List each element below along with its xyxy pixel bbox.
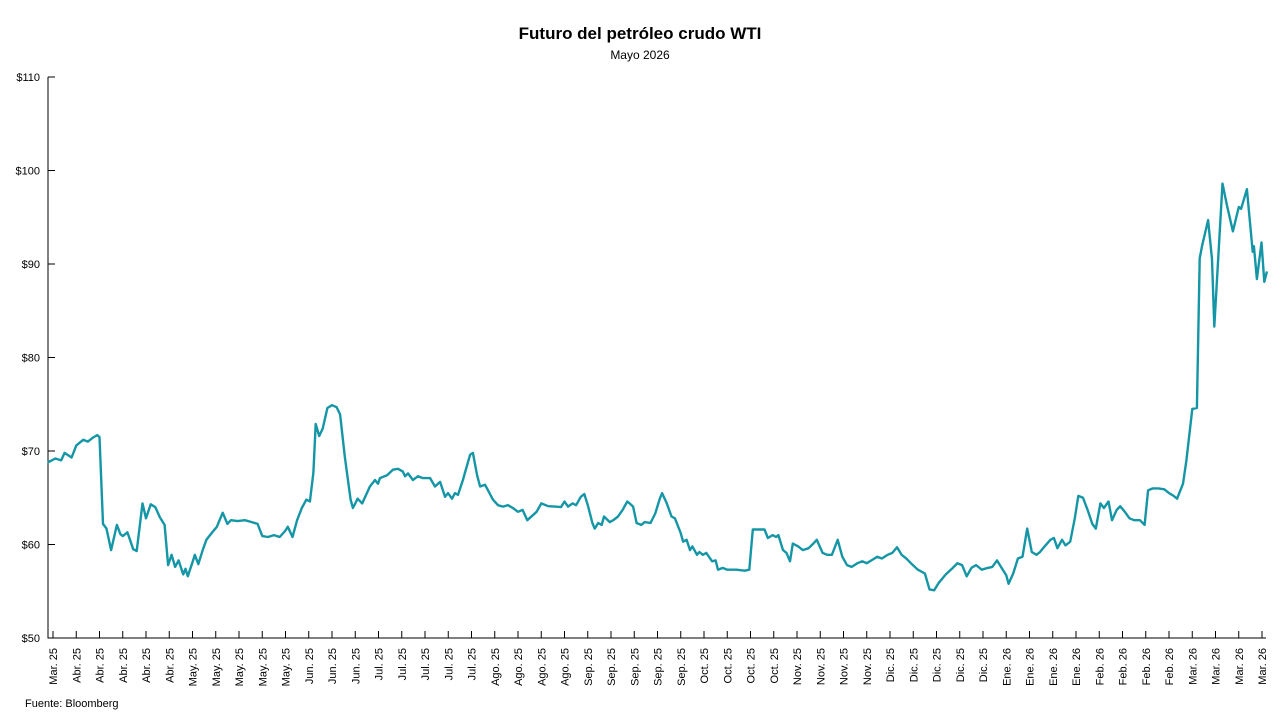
x-tick-label: Mar. 26 (1211, 648, 1223, 685)
x-tick-label: Jul. 25 (397, 648, 409, 680)
x-tick-label: Mar. 26 (1234, 648, 1246, 685)
x-tick-label: Ene. 26 (1048, 648, 1060, 686)
x-tick-label: Sep. 25 (583, 648, 595, 686)
x-tick-label: Jun. 25 (350, 648, 362, 684)
x-tick-label: May. 25 (234, 648, 246, 686)
x-tick-label: Feb. 26 (1141, 648, 1153, 685)
x-tick-label: Dic. 25 (908, 648, 920, 682)
x-tick-label: Oct. 25 (746, 648, 758, 683)
x-tick-label: Sep. 25 (629, 648, 641, 686)
x-tick-label: Ene. 26 (1025, 648, 1037, 686)
x-tick-label: Mar. 26 (1257, 648, 1269, 685)
x-tick-label: May. 25 (281, 648, 293, 686)
x-tick-label: Ene. 26 (1071, 648, 1083, 686)
y-tick-label: $110 (16, 72, 40, 84)
x-tick-label: Oct. 25 (769, 648, 781, 683)
x-tick-label: Ene. 26 (1001, 648, 1013, 686)
x-tick-label: Sep. 25 (653, 648, 665, 686)
x-tick-label: Oct. 25 (699, 648, 711, 683)
x-tick-label: Jun. 25 (327, 648, 339, 684)
x-tick-label: Nov. 25 (862, 648, 874, 685)
x-tick-label: Jul. 25 (420, 648, 432, 680)
x-tick-label: Ago. 25 (513, 648, 525, 686)
price-line (47, 182, 1268, 592)
source-attribution: Fuente: Bloomberg (25, 698, 119, 710)
x-tick-label: Jul. 25 (467, 648, 479, 680)
x-tick-label: Jul. 25 (374, 648, 386, 680)
x-tick-label: Dic. 25 (932, 648, 944, 682)
x-tick-label: Oct. 25 (722, 648, 734, 683)
chart-title: Futuro del petróleo crudo WTI (518, 24, 762, 43)
y-tick-label: $90 (22, 259, 40, 271)
x-tick-label: Mar. 25 (48, 648, 60, 685)
x-tick-label: Nov. 25 (792, 648, 804, 685)
x-tick-label: Ago. 25 (490, 648, 502, 686)
x-tick-label: Dic. 25 (978, 648, 990, 682)
chart-subtitle: Mayo 2026 (610, 48, 670, 62)
x-tick-label: Sep. 25 (676, 648, 688, 686)
x-tick-label: Sep. 25 (606, 648, 618, 686)
x-tick-label: Feb. 26 (1094, 648, 1106, 685)
x-tick-label: Dic. 25 (885, 648, 897, 682)
x-tick-label: Nov. 25 (839, 648, 851, 685)
y-tick-label: $80 (22, 353, 40, 365)
y-tick-label: $100 (16, 166, 40, 178)
x-tick-label: Abr. 25 (71, 648, 83, 683)
x-tick-label: Ago. 25 (560, 648, 572, 686)
y-tick-label: $60 (22, 540, 40, 552)
x-tick-label: Mar. 26 (1187, 648, 1199, 685)
x-tick-label: Dic. 25 (955, 648, 967, 682)
x-tick-label: Abr. 25 (141, 648, 153, 683)
x-tick-label: Jun. 25 (304, 648, 316, 684)
x-tick-label: May. 25 (257, 648, 269, 686)
x-tick-label: Feb. 26 (1164, 648, 1176, 685)
x-tick-label: May. 25 (188, 648, 200, 686)
x-tick-label: Abr. 25 (95, 648, 107, 683)
x-tick-label: Nov. 25 (815, 648, 827, 685)
y-tick-label: $70 (22, 446, 40, 458)
x-tick-label: Jul. 25 (443, 648, 455, 680)
x-tick-label: Abr. 25 (118, 648, 130, 683)
x-tick-label: Feb. 26 (1118, 648, 1130, 685)
x-tick-label: May. 25 (211, 648, 223, 686)
x-tick-label: Ago. 25 (536, 648, 548, 686)
x-tick-label: Abr. 25 (164, 648, 176, 683)
y-tick-label: $50 (22, 633, 40, 645)
